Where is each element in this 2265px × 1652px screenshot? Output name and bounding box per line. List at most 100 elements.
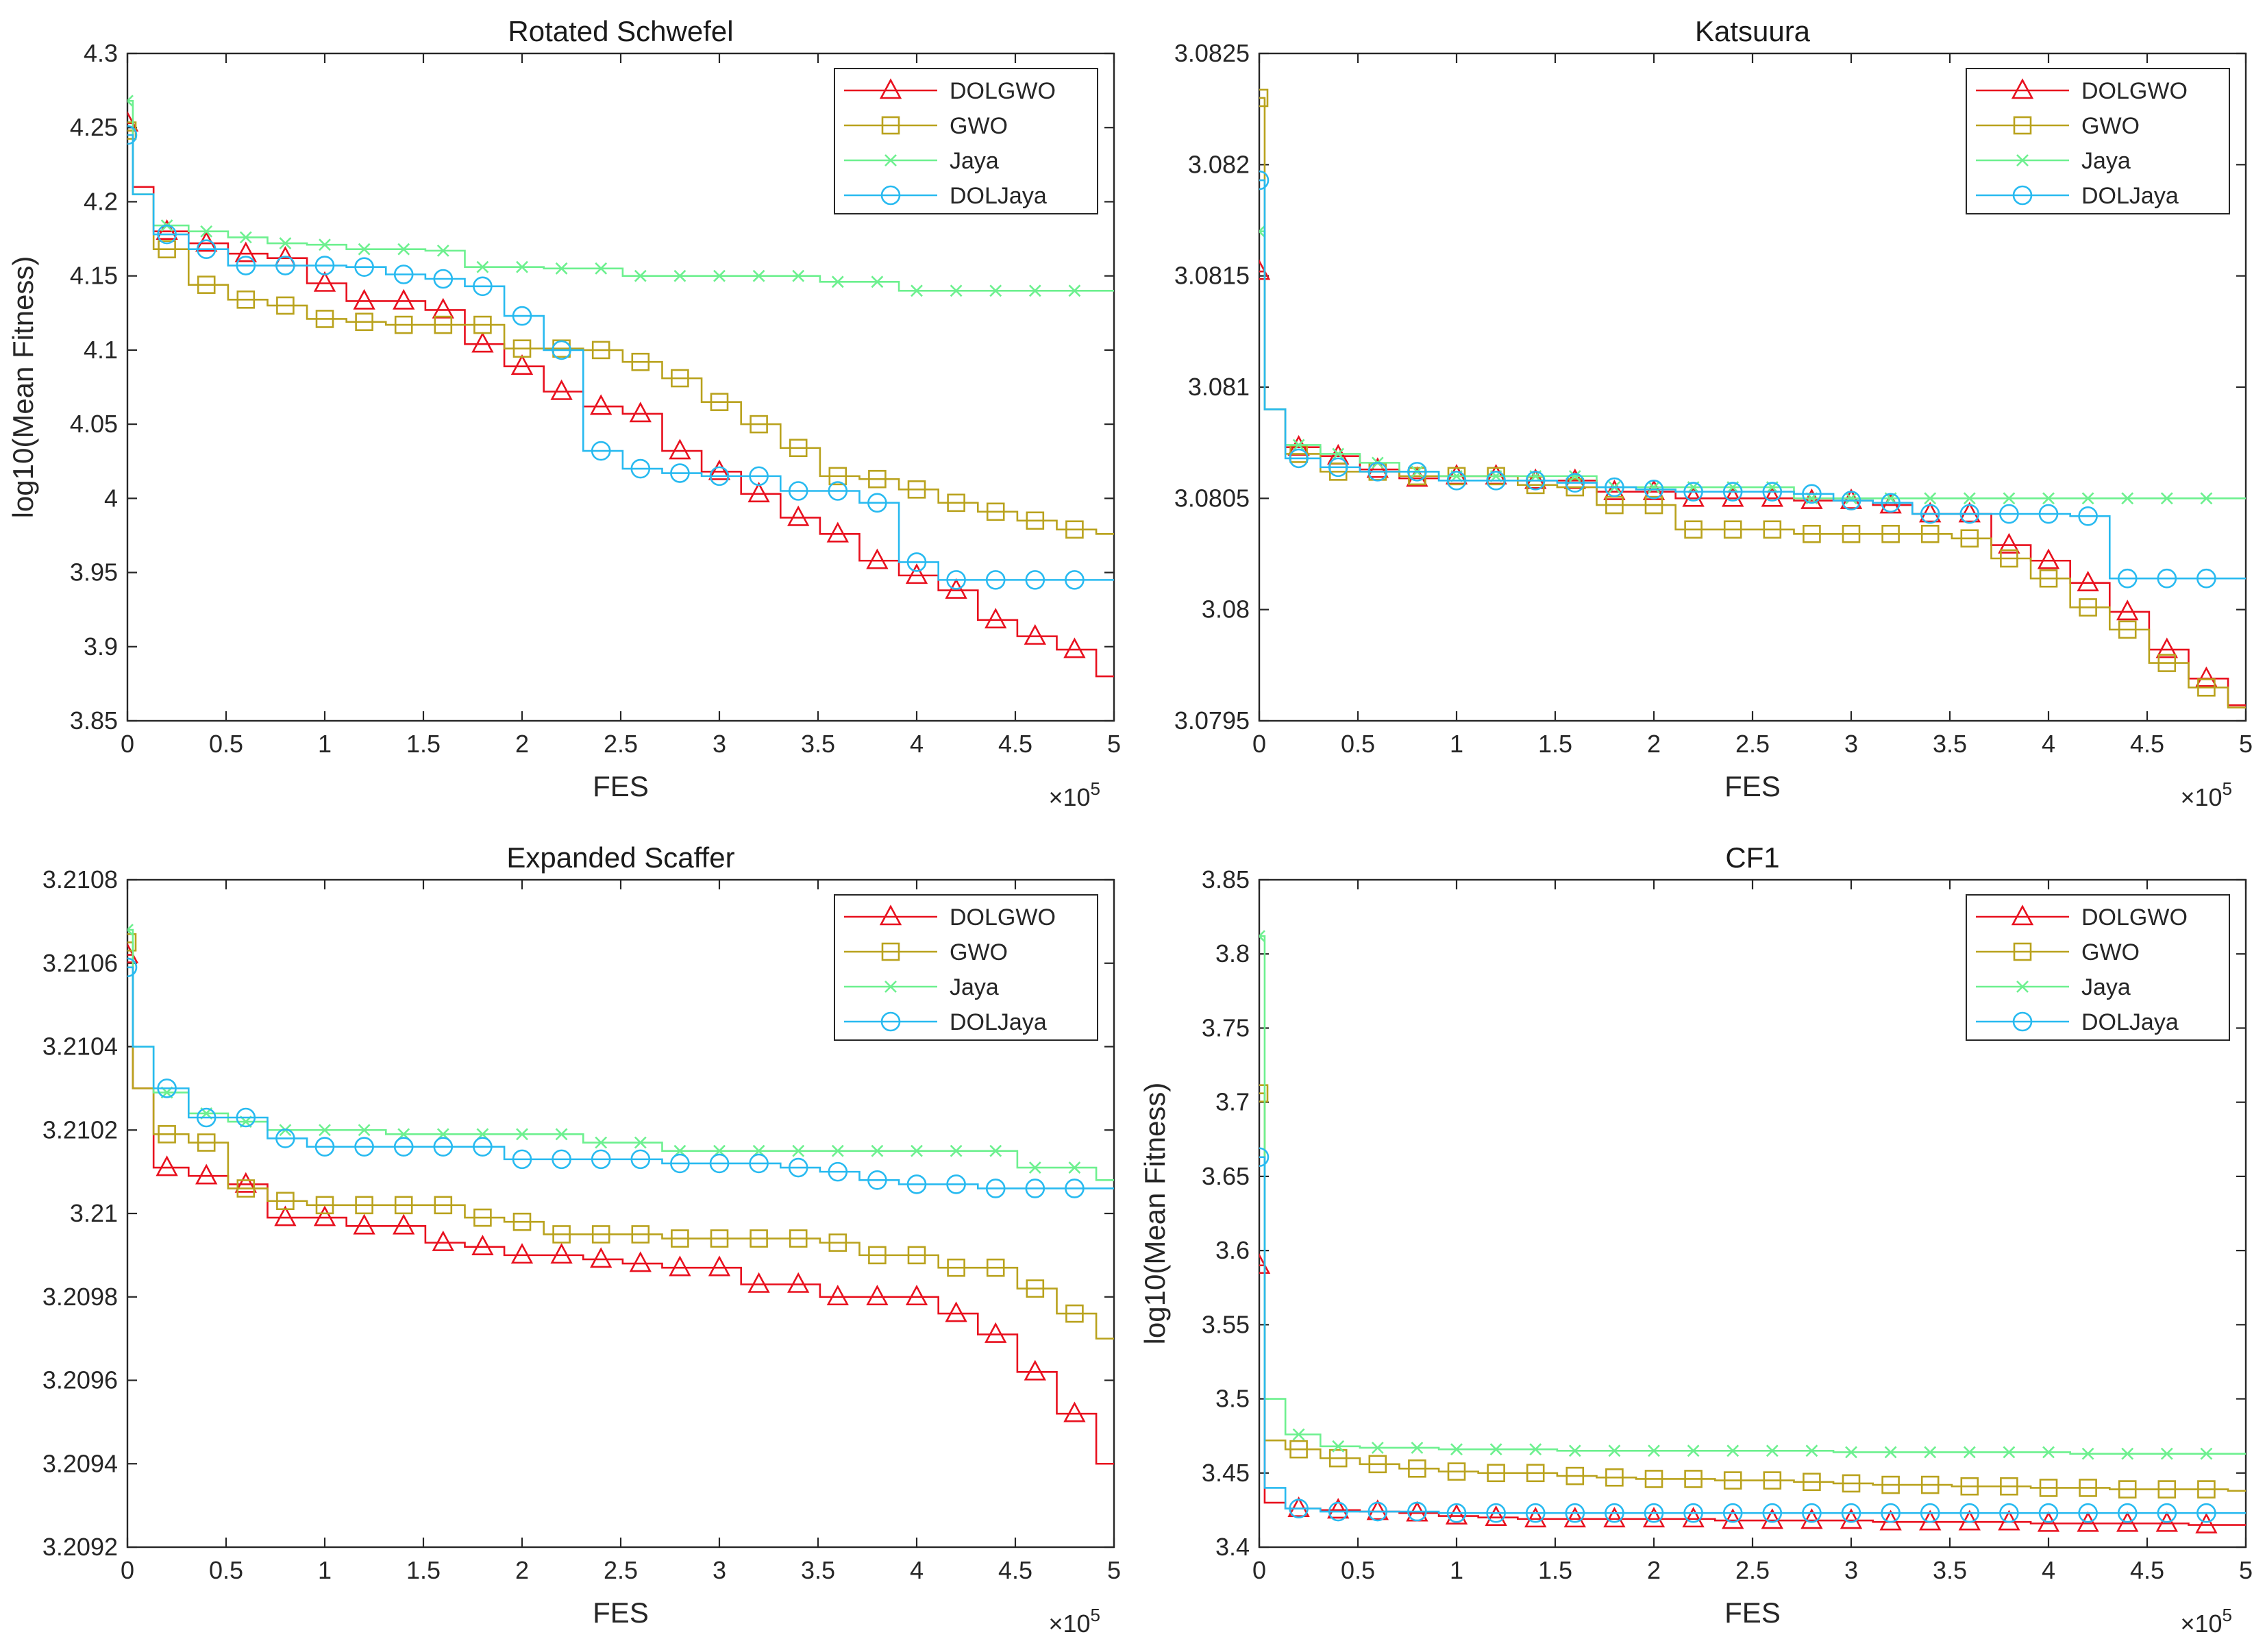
data-point-doljaya <box>1881 493 1901 513</box>
data-point-gwo <box>1644 1470 1663 1488</box>
x-tick-label: 3.5 <box>1933 730 1967 758</box>
data-point-jaya <box>555 262 568 275</box>
data-point-gwo <box>2079 1479 2097 1497</box>
data-point-doljaya <box>630 1149 651 1170</box>
legend-marker <box>2016 981 2029 993</box>
data-point-doljaya <box>985 570 1006 590</box>
data-point-gwo <box>276 296 295 315</box>
data-point-doljaya <box>1722 1503 1743 1523</box>
data-point-doljaya <box>946 570 966 590</box>
data-point-jaya <box>871 275 884 288</box>
data-point-jaya <box>2042 492 2055 505</box>
chart-panel-expanded-scaffer: 0 0.5 1 1.5 2 2.5 3 3.5 4 4.5 5 3.2092 3.2094 3.2096 3… <box>42 841 1121 1638</box>
y-tick-label: 4.15 <box>70 262 118 290</box>
x-tick-label: 3 <box>1844 730 1858 758</box>
data-point-dolgwo <box>2077 570 2099 592</box>
data-point-jaya <box>1028 284 1041 297</box>
y-axis-label: log10(Mean Fitness) <box>7 256 39 519</box>
data-point-jaya <box>989 1144 1002 1157</box>
x-tick-label: 2 <box>515 1556 529 1584</box>
data-point-jaya <box>1845 1446 1857 1459</box>
x-tick-label: 2.5 <box>604 730 638 758</box>
legend-label: Jaya <box>950 148 999 174</box>
x-tick-label: 0 <box>121 730 134 758</box>
data-point-dolgwo <box>550 1243 573 1264</box>
data-point-doljaya <box>2078 506 2098 526</box>
data-point-gwo <box>2157 1480 2177 1499</box>
data-point-gwo <box>1368 1455 1387 1474</box>
data-point-doljaya <box>2157 568 2177 589</box>
data-point-gwo <box>1881 1475 1900 1494</box>
data-point-doljaya <box>867 493 887 513</box>
data-point-gwo <box>2039 1479 2058 1497</box>
data-point-dolgwo <box>393 288 415 310</box>
data-point-doljaya <box>591 441 611 461</box>
data-point-jaya <box>911 1144 923 1157</box>
data-point-gwo <box>158 240 176 259</box>
y-tick-label: 3.0805 <box>1174 484 1250 512</box>
data-point-gwo <box>868 1246 887 1265</box>
data-point-gwo <box>197 275 216 294</box>
data-point-gwo <box>1065 1304 1084 1323</box>
data-point-doljaya <box>1065 1179 1085 1198</box>
data-point-doljaya <box>157 1078 177 1098</box>
y-tick-label: 3.2098 <box>42 1283 118 1311</box>
legend-marker <box>2012 185 2033 206</box>
x-axis-label: FES <box>593 1596 649 1629</box>
legend-marker <box>2011 904 2034 926</box>
data-point-doljaya <box>314 1137 335 1157</box>
x-tick-label: 2 <box>1647 1556 1661 1584</box>
y-tick-label: 3.2094 <box>42 1449 118 1477</box>
data-point-dolgwo <box>747 1272 770 1293</box>
x-axis-exponent: ×105 <box>2180 1605 2232 1638</box>
data-point-doljaya <box>473 276 493 297</box>
data-point-dolgwo <box>1722 486 1744 507</box>
data-point-jaya <box>2200 1447 2213 1460</box>
data-point-gwo <box>2039 569 2058 588</box>
data-point-doljaya <box>552 340 571 360</box>
data-point-jaya <box>1766 1444 1779 1457</box>
data-point-doljaya <box>1644 1503 1664 1523</box>
data-point-dolgwo <box>708 1255 731 1277</box>
data-point-doljaya <box>473 1137 493 1157</box>
data-point-jaya <box>476 260 489 273</box>
data-point-doljaya <box>275 1129 295 1148</box>
data-point-jaya <box>595 1136 608 1149</box>
data-point-doljaya <box>1605 1503 1624 1523</box>
data-point-gwo <box>1684 1470 1703 1488</box>
data-point-doljaya <box>1841 491 1861 510</box>
data-point-gwo <box>2118 620 2137 639</box>
series-doljaya <box>127 957 1114 1198</box>
data-point-dolgwo <box>787 1272 810 1293</box>
data-point-jaya <box>200 225 213 238</box>
data-point-doljaya <box>906 552 927 572</box>
data-point-doljaya <box>512 1149 532 1170</box>
data-point-dolgwo <box>590 394 612 415</box>
data-point-jaya <box>1028 1161 1041 1174</box>
data-point-doljaya <box>1525 471 1546 491</box>
data-point-dolgwo <box>826 521 849 543</box>
data-point-jaya <box>239 231 252 244</box>
data-point-gwo <box>552 1225 571 1244</box>
data-point-jaya <box>1068 1161 1081 1174</box>
x-axis-exponent: ×105 <box>1048 778 1100 811</box>
data-point-jaya <box>1924 1446 1937 1459</box>
x-tick-label: 2 <box>515 730 529 758</box>
data-point-gwo <box>1026 511 1045 530</box>
series-doljaya <box>127 125 1114 590</box>
series-line-dolgwo <box>127 122 1114 678</box>
legend-marker <box>2011 78 2034 99</box>
series-doljaya <box>1259 1147 2246 1523</box>
data-point-doljaya <box>1683 482 1703 502</box>
data-point-doljaya <box>393 264 414 284</box>
y-tick-label: 3.0795 <box>1174 706 1250 735</box>
y-tick-label: 3.2106 <box>42 949 118 977</box>
data-point-doljaya <box>1644 480 1664 500</box>
data-point-doljaya <box>1762 482 1783 502</box>
data-point-doljaya <box>1881 1503 1901 1523</box>
data-point-gwo <box>671 369 689 388</box>
data-point-dolgwo <box>669 1255 691 1277</box>
y-tick-label: 3.08 <box>1202 595 1250 624</box>
data-point-gwo <box>2079 598 2097 617</box>
data-point-doljaya <box>1999 1503 2019 1523</box>
